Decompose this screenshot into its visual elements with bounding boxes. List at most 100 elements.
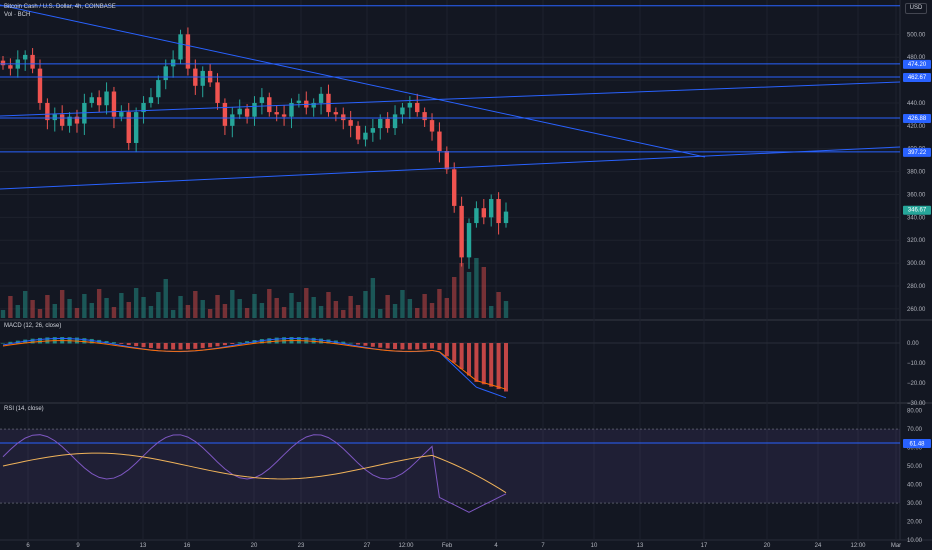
volume-bar [170, 310, 176, 318]
macd-pane [0, 337, 900, 399]
volume-bar [67, 299, 72, 318]
rising-trend-line [0, 81, 901, 117]
candle-body [74, 116, 80, 124]
macd-histogram-bar [348, 342, 353, 344]
macd-histogram-bar [356, 343, 361, 345]
time-tick-label: 20 [251, 543, 258, 549]
descending-trend-line [0, 4, 706, 158]
price-tick-label: 320.00 [907, 238, 926, 244]
volume-bar [30, 300, 35, 318]
candle-body [89, 97, 94, 103]
volume-bar [96, 289, 102, 318]
macd-histogram-bar [378, 343, 383, 348]
candle-body [222, 102, 228, 126]
volume-bar [193, 291, 198, 318]
rsi-value-label: 61.48 [909, 442, 925, 448]
volume-bar [215, 295, 220, 318]
price-tick-label: 260.00 [907, 307, 926, 313]
macd-histogram-bar [504, 343, 508, 392]
candle-body [267, 97, 272, 113]
macd-tick-label: −20.00 [907, 381, 926, 387]
macd-histogram-bar [141, 343, 146, 348]
candle-body [67, 116, 72, 126]
level-price-badge [903, 59, 931, 69]
macd-histogram-bar [1, 343, 5, 344]
candle-body [163, 66, 168, 81]
signal-line [2, 340, 507, 390]
macd-histogram-bar [237, 342, 242, 344]
price-tick-label: 440.00 [907, 101, 926, 107]
candle-body [237, 108, 242, 115]
volume-bar [185, 305, 191, 318]
volume-bar [148, 306, 154, 318]
macd-histogram-bar [185, 343, 190, 350]
candle-body [415, 102, 420, 113]
volume-bar [178, 296, 183, 318]
volume-bar [333, 301, 339, 318]
candle-body [318, 93, 324, 103]
volume-bar [126, 302, 131, 318]
macd-histogram-bar [319, 338, 324, 344]
volume-bar [74, 308, 80, 318]
macd-histogram-bar [104, 340, 109, 344]
trend-lines[interactable] [0, 4, 901, 190]
candle-body [437, 131, 442, 151]
volume-bar [8, 296, 13, 318]
candle-body [274, 112, 279, 115]
macd-histogram-bar [415, 343, 420, 350]
price-tick-label: 500.00 [907, 32, 926, 38]
volume-bar [59, 290, 65, 318]
candle-body [289, 102, 294, 117]
time-tick-label: Mar [891, 543, 901, 549]
volume-bar [244, 308, 250, 318]
candle-body [489, 199, 494, 218]
candle-body [133, 112, 139, 143]
candle-body [326, 93, 331, 113]
volume-bar [274, 298, 279, 318]
volume-bar [481, 267, 487, 318]
candle-body [355, 125, 361, 140]
volume-bar [304, 288, 309, 318]
macd-histogram-bar [407, 343, 412, 350]
time-tick-label: 9 [76, 543, 80, 549]
volume-bar [489, 306, 494, 318]
price-tick-label: 340.00 [907, 215, 926, 221]
macd-histogram-bar [422, 343, 427, 350]
candle-body [22, 54, 28, 60]
current-price-label: 346.67 [908, 208, 927, 214]
volume-bar [82, 294, 87, 318]
time-tick-label: 24 [815, 543, 822, 549]
price-tick-label: 360.00 [907, 192, 926, 198]
currency-badge[interactable]: USD [905, 3, 927, 14]
candle-body [481, 208, 487, 218]
candle-body [30, 54, 35, 69]
macd-histogram-bar [89, 338, 94, 344]
time-tick-label: 13 [140, 543, 147, 549]
candle-body [407, 102, 413, 108]
price-candles [0, 27, 509, 269]
level-price-badge [903, 113, 931, 123]
rsi-title: RSI (14, close) [4, 406, 44, 412]
macd-histogram-bar [37, 337, 42, 344]
candle-body [244, 108, 250, 117]
volume-bar [207, 309, 213, 318]
time-tick-label: 13 [637, 543, 644, 549]
time-axis: 6 9 13 16 20 23 27 12:00 Feb 4 7 10 13 17 20 24 12:00 Mar [26, 543, 901, 549]
volume-bar [52, 304, 57, 318]
candle-body [378, 118, 383, 129]
volume-bar [141, 297, 146, 318]
volume-bar [15, 305, 20, 318]
symbol-title: Bitcoin Cash / U.S. Dollar, 4h, COINBASE [4, 4, 116, 10]
volume-bar [45, 295, 50, 318]
volume-bar [89, 303, 94, 318]
volume-bar [392, 304, 398, 318]
candle-body [459, 205, 464, 258]
candle-body [429, 120, 435, 132]
level-price-badge [903, 73, 931, 83]
price-tick-label: 300.00 [907, 261, 926, 267]
volume-bar [281, 307, 287, 318]
candle-body [333, 112, 339, 115]
macd-histogram-bar [430, 343, 435, 349]
